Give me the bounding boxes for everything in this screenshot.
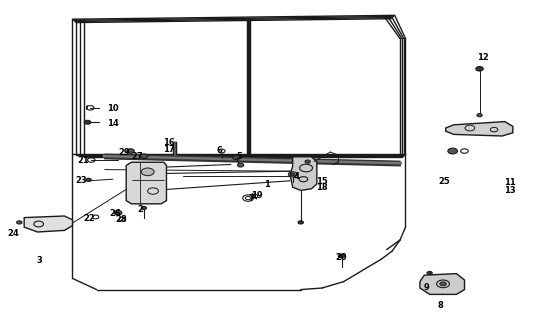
- Polygon shape: [290, 157, 317, 190]
- Text: 29: 29: [119, 148, 130, 156]
- Circle shape: [237, 163, 244, 167]
- Text: 2: 2: [138, 205, 143, 214]
- Polygon shape: [24, 216, 72, 232]
- Circle shape: [291, 173, 295, 176]
- Text: 25: 25: [439, 177, 451, 186]
- Text: 12: 12: [477, 53, 489, 62]
- Circle shape: [477, 114, 482, 117]
- Text: 11: 11: [504, 178, 516, 187]
- Circle shape: [114, 211, 122, 215]
- Text: 24: 24: [8, 229, 19, 238]
- Text: 13: 13: [504, 186, 516, 195]
- Circle shape: [305, 160, 310, 163]
- Text: 14: 14: [107, 119, 119, 128]
- Text: 27: 27: [131, 152, 143, 161]
- Text: 1: 1: [265, 180, 270, 189]
- Text: 15: 15: [316, 177, 328, 186]
- Circle shape: [86, 178, 91, 181]
- Circle shape: [338, 254, 345, 258]
- Text: 6: 6: [216, 146, 222, 155]
- Polygon shape: [420, 274, 465, 294]
- Text: 7: 7: [249, 194, 254, 203]
- Circle shape: [141, 206, 147, 210]
- Text: 9: 9: [424, 284, 430, 292]
- Circle shape: [448, 148, 458, 154]
- Circle shape: [141, 168, 154, 176]
- Text: 4: 4: [294, 172, 300, 180]
- Circle shape: [233, 155, 240, 160]
- Text: 8: 8: [438, 301, 443, 310]
- Polygon shape: [446, 122, 513, 136]
- Circle shape: [476, 67, 483, 71]
- Text: 20: 20: [335, 253, 347, 262]
- Polygon shape: [126, 162, 166, 204]
- Text: 3: 3: [37, 256, 42, 265]
- Text: 21: 21: [77, 156, 89, 165]
- Text: 18: 18: [316, 183, 328, 192]
- Text: 17: 17: [163, 145, 175, 154]
- Circle shape: [427, 271, 432, 275]
- Circle shape: [17, 221, 22, 224]
- Text: 16: 16: [163, 138, 175, 147]
- Text: 26: 26: [110, 209, 121, 218]
- Text: 10: 10: [107, 104, 119, 113]
- Circle shape: [84, 120, 91, 124]
- Text: 28: 28: [115, 215, 127, 224]
- Circle shape: [298, 221, 303, 224]
- Text: 5: 5: [236, 152, 242, 161]
- Circle shape: [127, 149, 134, 153]
- Text: 23: 23: [76, 176, 88, 185]
- Text: 22: 22: [84, 214, 96, 223]
- Circle shape: [440, 282, 446, 286]
- Text: 19: 19: [251, 191, 263, 200]
- Circle shape: [140, 154, 148, 158]
